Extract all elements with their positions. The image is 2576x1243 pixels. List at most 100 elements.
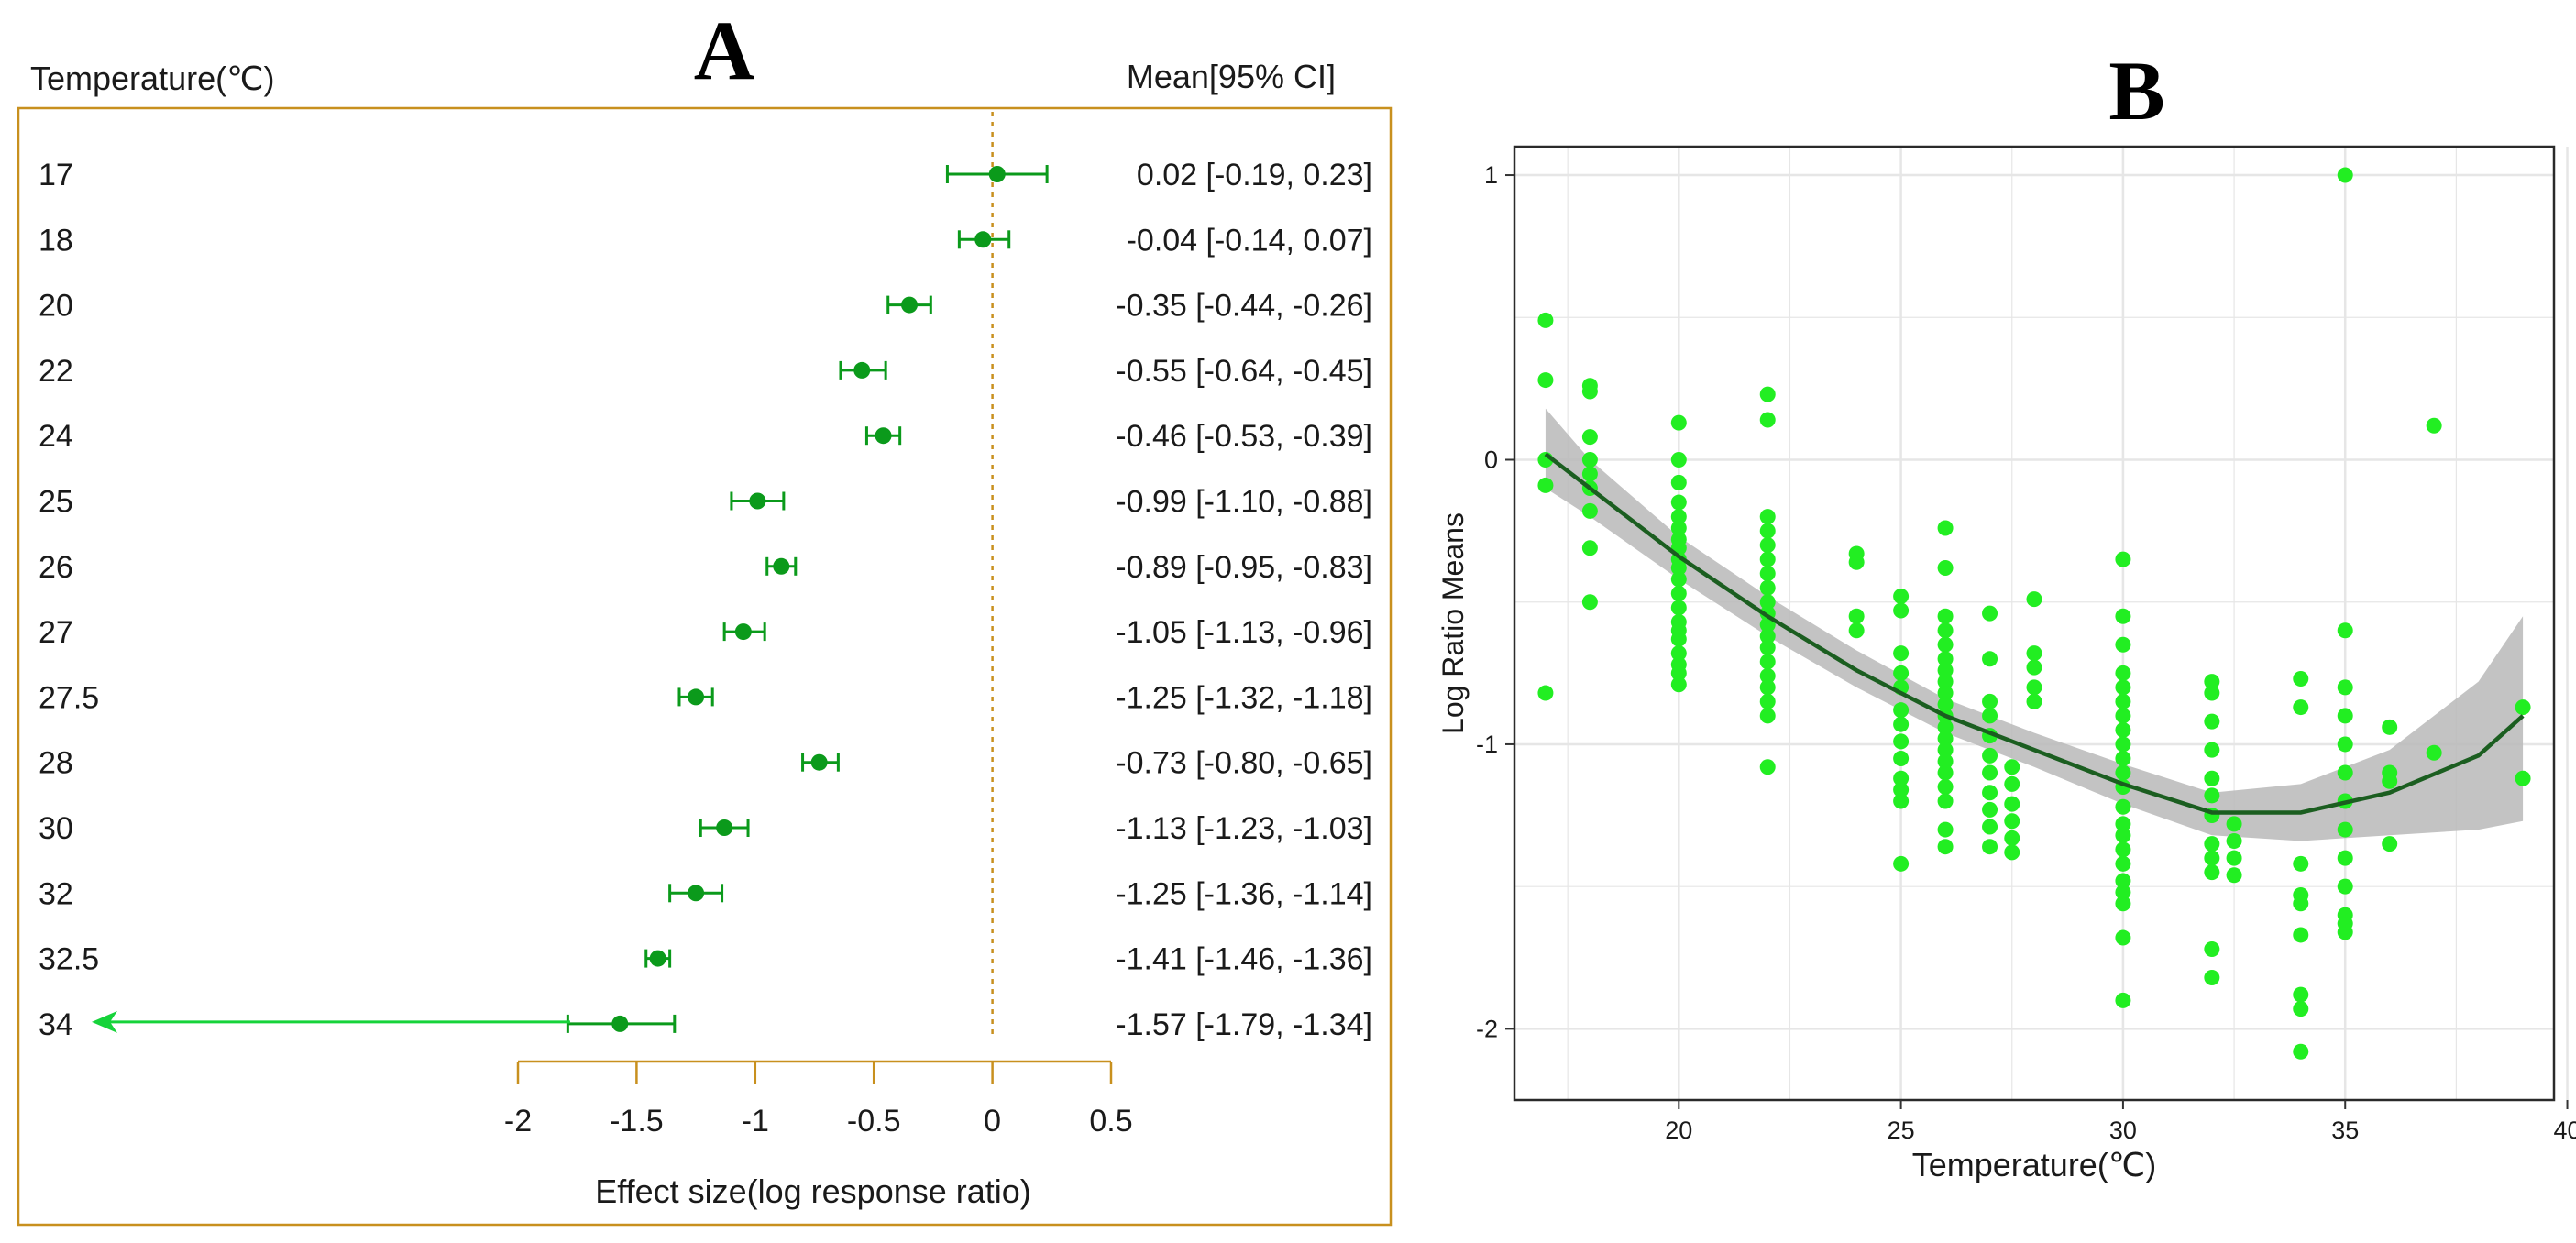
temperature-label: 34 <box>39 1007 73 1042</box>
data-point <box>2226 867 2242 884</box>
data-point <box>2004 796 2020 812</box>
x-tick-label: 35 <box>2331 1116 2359 1144</box>
data-point <box>1759 708 1776 724</box>
data-point <box>1893 750 1910 766</box>
data-point <box>1937 520 1954 536</box>
data-point <box>2293 896 2309 912</box>
data-point <box>1537 477 1554 493</box>
data-point <box>2026 679 2042 696</box>
data-point <box>1893 793 1910 809</box>
data-point <box>1759 594 1776 610</box>
data-point <box>1581 383 1598 400</box>
data-point <box>1670 494 1687 511</box>
data-point <box>2293 986 2309 1003</box>
effect-size-point <box>734 623 752 641</box>
data-point <box>1759 667 1776 684</box>
temperature-label: 32.5 <box>39 942 99 977</box>
data-point <box>1759 386 1776 402</box>
data-point <box>1937 821 1954 838</box>
forest-x-tick-label: -1 <box>742 1104 769 1138</box>
data-point <box>2337 708 2353 724</box>
data-point <box>2204 713 2220 730</box>
data-point <box>2115 896 2131 912</box>
data-point <box>2515 770 2531 786</box>
effect-size-axis-label: Effect size(log response ratio) <box>595 1172 1031 1210</box>
data-point <box>2004 830 2020 846</box>
mean-ci-label: -0.99 [-1.10, -0.88] <box>1116 485 1372 520</box>
data-point <box>2115 884 2131 900</box>
temperature-label: 24 <box>39 419 73 454</box>
y-tick-label: -1 <box>1476 731 1498 758</box>
truncation-arrow-head <box>92 1010 117 1033</box>
data-point <box>1537 685 1554 701</box>
temperature-label: 28 <box>39 746 73 781</box>
mean-ci-label: -0.46 [-0.53, -0.39] <box>1116 419 1372 454</box>
data-point <box>2337 167 2353 183</box>
panel-a-label: A <box>694 4 754 97</box>
mean-ci-label: -0.73 [-0.80, -0.65] <box>1116 746 1372 781</box>
data-point <box>2293 1043 2309 1060</box>
data-point <box>1937 651 1954 667</box>
data-point <box>2204 674 2220 690</box>
data-point <box>1937 622 1954 639</box>
data-point <box>2204 770 2220 786</box>
mean-ci-label: 0.02 [-0.19, 0.23] <box>1137 158 1372 192</box>
data-point <box>2026 693 2042 710</box>
data-point <box>1937 764 1954 781</box>
data-point <box>2026 659 2042 676</box>
data-point <box>1759 522 1776 539</box>
mean-ci-label: -1.05 [-1.13, -0.96] <box>1116 615 1372 650</box>
x-tick-label: 25 <box>1888 1116 1915 1144</box>
data-point <box>1937 559 1954 576</box>
x-tick-label: 40 <box>2554 1116 2576 1144</box>
data-point <box>1759 628 1776 644</box>
data-point <box>1982 651 1998 667</box>
forest-row: 24 -0.46 [-0.53, -0.39] <box>39 419 1372 454</box>
data-point <box>1893 602 1910 619</box>
data-point <box>1759 566 1776 582</box>
data-point <box>2204 940 2220 957</box>
y-tick-label: -2 <box>1476 1015 1498 1042</box>
data-point <box>1893 702 1910 719</box>
temperature-label: 20 <box>39 289 73 324</box>
data-point <box>1670 559 1687 576</box>
temperature-label: 27 <box>39 615 73 650</box>
data-point <box>1670 676 1687 693</box>
data-point <box>1537 312 1554 328</box>
mean-ci-label: -1.41 [-1.46, -1.36] <box>1116 942 1372 977</box>
data-point <box>2337 850 2353 866</box>
data-point <box>1937 719 1954 735</box>
effect-size-point <box>611 1015 629 1032</box>
data-point <box>2115 855 2131 872</box>
data-point <box>2115 992 2131 1008</box>
data-point <box>2226 816 2242 832</box>
forest-row: 27 -1.05 [-1.13, -0.96] <box>39 615 1372 650</box>
data-point <box>2426 417 2442 434</box>
data-point <box>1759 679 1776 696</box>
data-point <box>1982 764 1998 781</box>
data-point <box>1982 819 1998 835</box>
data-point <box>2382 836 2398 852</box>
data-point <box>1581 466 1598 482</box>
temperature-label: 27.5 <box>39 680 99 715</box>
data-point <box>2204 970 2220 986</box>
x-tick-label: 30 <box>2109 1116 2137 1144</box>
data-point <box>1759 509 1776 525</box>
data-point <box>2337 622 2353 639</box>
forest-x-tick-label: 0 <box>984 1104 1001 1138</box>
x-tick-label: 20 <box>1665 1116 1692 1144</box>
data-point <box>1670 451 1687 468</box>
effect-size-point <box>901 296 919 314</box>
data-point <box>1893 782 1910 798</box>
data-point <box>1670 414 1687 431</box>
data-point <box>2382 719 2398 735</box>
data-point <box>1937 608 1954 624</box>
data-point <box>1937 674 1954 690</box>
effect-size-point <box>773 557 790 575</box>
data-point <box>2115 736 2131 753</box>
mean-ci-label: -1.25 [-1.36, -1.14] <box>1116 876 1372 911</box>
y-tick-label: 1 <box>1484 161 1498 189</box>
mean-ci-label: -0.89 [-0.95, -0.83] <box>1116 550 1372 585</box>
data-point <box>2004 759 2020 776</box>
data-point <box>1937 793 1954 809</box>
